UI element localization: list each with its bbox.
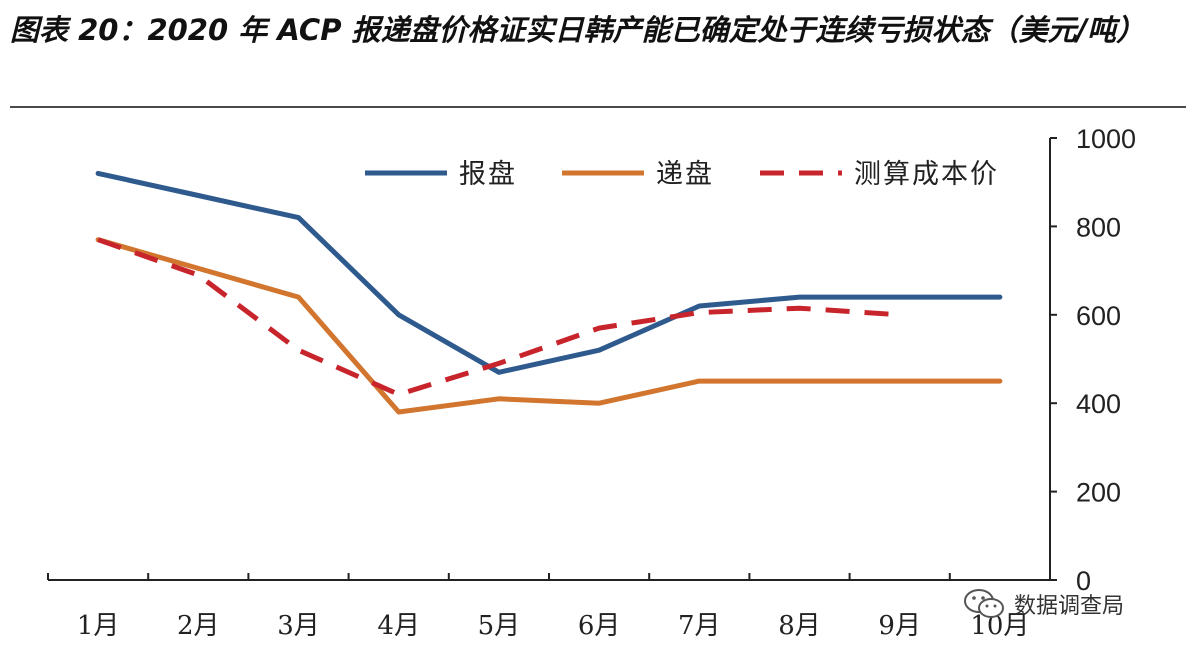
x-tick-label: 4月: [377, 611, 420, 641]
y-tick-label: 0: [1076, 566, 1091, 596]
x-tick-label: 5月: [478, 611, 521, 641]
x-tick-label: 10月: [970, 611, 1029, 641]
x-tick-label: 6月: [578, 611, 621, 641]
x-tick-label: 7月: [678, 611, 721, 641]
legend-label-3: 测算成本价: [854, 159, 999, 190]
legend-label-1: 报盘: [459, 159, 517, 190]
watermark: 数据调查局: [962, 584, 1124, 624]
title-divider: [10, 106, 1186, 108]
x-tick-label: 9月: [878, 611, 921, 641]
x-tick-label: 3月: [277, 611, 320, 641]
y-tick-label: 400: [1076, 389, 1121, 419]
series-line-3: [97, 237, 900, 397]
wechat-icon: [964, 589, 1004, 618]
legend-label-2: 递盘: [656, 159, 714, 190]
y-tick-label: 600: [1076, 301, 1121, 331]
x-tick-label: 2月: [177, 611, 220, 641]
y-tick-label: 800: [1076, 212, 1121, 242]
series-line-1: [95, 170, 1003, 375]
x-tick-label: 8月: [778, 611, 821, 641]
series-line-2: [95, 237, 1003, 415]
watermark-text: 数据调查局: [1014, 594, 1125, 619]
x-tick-label: 1月: [77, 611, 120, 641]
y-tick-label: 200: [1076, 478, 1121, 508]
y-tick-label: 1000: [1076, 124, 1136, 154]
chart-title: 图表 20：2020 年 ACP 报递盘价格证实日韩产能已确定处于连续亏损状态（…: [10, 13, 1146, 47]
